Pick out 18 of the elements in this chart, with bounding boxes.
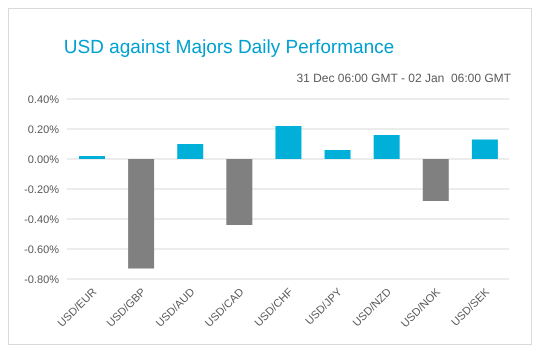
bar: [472, 140, 498, 159]
y-tick-label: 0.00%: [28, 154, 60, 166]
y-tick-label: 0.20%: [28, 124, 60, 136]
bar: [275, 126, 302, 159]
y-tick-label: -0.80%: [24, 274, 60, 286]
bar: [324, 150, 351, 159]
y-tick-label: -0.40%: [24, 214, 60, 226]
chart-title: USD against Majors Daily Performance: [62, 37, 396, 59]
y-tick-label: -0.20%: [24, 184, 60, 196]
bar: [226, 159, 252, 225]
bar: [79, 156, 105, 159]
bar: [177, 144, 204, 159]
chart-subtitle: 31 Dec 06:00 GMT - 02 Jan 06:00 GMT: [296, 71, 511, 85]
y-tick-label: -0.60%: [24, 244, 60, 256]
y-tick-label: 0.40%: [28, 94, 60, 106]
bar: [422, 159, 449, 201]
bar: [374, 135, 400, 159]
bar: [128, 159, 154, 268]
